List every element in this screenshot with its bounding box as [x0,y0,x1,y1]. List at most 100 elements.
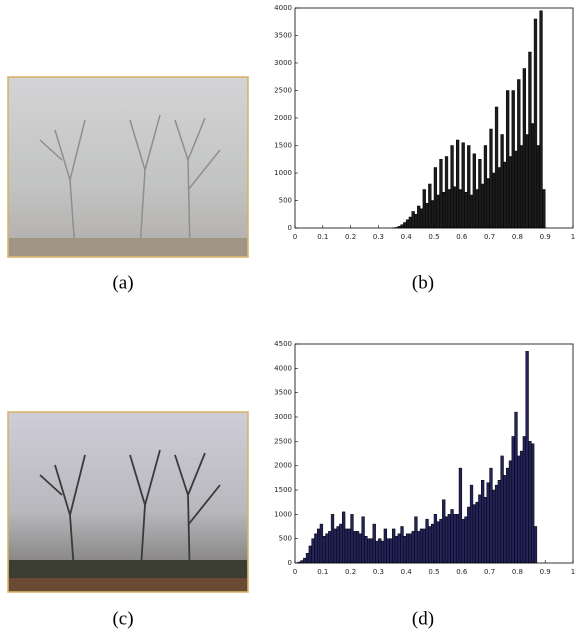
y-tick-label: 500 [279,197,292,205]
y-tick-label: 4000 [274,364,292,372]
caption: (a) [112,272,133,293]
y-tick-label: 1000 [274,169,292,177]
bar [469,484,474,564]
bar [314,533,318,564]
bar [303,557,307,564]
bar [450,145,454,229]
bar [411,531,415,564]
bar [419,528,424,564]
bar [514,411,518,564]
bar [528,51,532,229]
bar [519,450,524,564]
x-tick-label: 0.4 [401,568,413,576]
bar [350,514,354,564]
bar [492,172,496,229]
bar [519,145,524,229]
bar [325,533,329,564]
bar [455,514,460,564]
y-tick-label: 3500 [274,389,292,397]
x-tick-label: 0.6 [456,233,468,241]
bar [425,518,429,564]
bar [486,482,490,564]
bar [503,475,507,564]
photo-c [7,411,249,593]
bar [436,194,440,229]
bar [364,535,368,564]
bar [428,526,432,564]
bar [403,535,407,564]
y-tick-label: 2000 [274,462,292,470]
bar [514,150,518,229]
bar [442,499,446,564]
bar [336,526,340,564]
bar [531,123,535,229]
bar [531,443,535,564]
x-tick-label: 0 [293,568,297,576]
bar [475,189,479,229]
bar [333,528,337,564]
bar [506,467,510,564]
caption: (c) [112,608,133,629]
x-tick-label: 1 [571,233,575,241]
bar [417,205,421,229]
bar [469,194,474,229]
bar [461,142,465,229]
y-tick-label: 2500 [274,437,292,445]
bar [347,528,351,564]
bar [428,183,432,229]
bar [450,509,454,564]
bar [339,523,343,564]
bar [378,538,382,564]
bar [508,460,513,564]
x-tick-label: 0.8 [512,233,523,241]
y-tick-label: 4000 [274,4,292,12]
x-tick-label: 0.4 [401,233,413,241]
bar [525,351,529,564]
bar [369,538,374,564]
bar [319,523,324,564]
caption: (b) [412,272,434,293]
bar [522,68,526,229]
bar [305,553,310,564]
bar [442,192,446,229]
bar [405,533,410,564]
bar [380,540,385,564]
bar [417,531,421,564]
bar [361,516,365,564]
bar [536,145,540,229]
bar [414,516,418,564]
y-tick-label: 3000 [274,59,292,67]
y-tick-label: 1500 [274,486,292,494]
bar [430,200,435,229]
bar [508,156,513,229]
y-tick-label: 1500 [274,142,292,150]
bar [392,528,396,564]
bar [308,545,312,564]
bar [433,167,438,229]
bar [542,189,546,229]
bar [342,511,346,564]
photo-a [7,76,249,258]
bar [444,156,449,229]
bar [478,494,482,564]
bar [517,455,521,564]
bar [511,436,515,564]
bar [355,531,360,564]
bar [500,455,504,564]
bar [408,216,413,229]
bar [486,178,490,229]
x-tick-label: 0 [293,233,297,241]
bar [330,514,335,564]
bar [503,161,507,229]
bar [464,516,468,564]
bar [405,219,410,229]
bar [444,516,449,564]
y-tick-label: 1000 [274,510,292,518]
x-tick-label: 0.1 [317,568,328,576]
bar [481,183,485,229]
y-tick-label: 4500 [274,340,292,348]
bar [522,436,526,564]
bar [489,467,493,564]
bar [425,203,429,229]
